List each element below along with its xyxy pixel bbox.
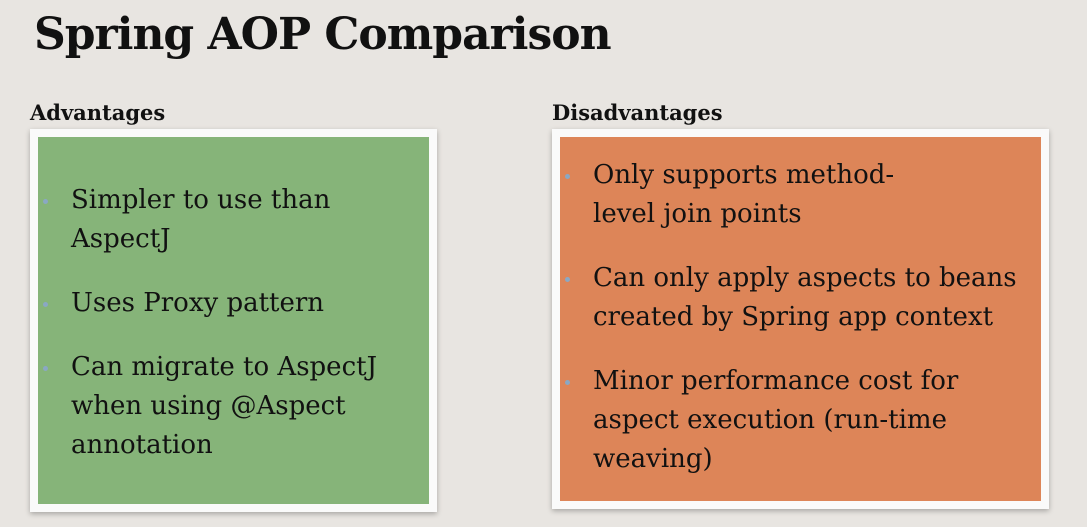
advantage-item: Uses Proxy pattern — [38, 284, 411, 323]
advantage-item: Simpler to use than AspectJ — [38, 181, 381, 259]
disadvantage-item-text: Can only apply aspects to beans created … — [593, 263, 1017, 332]
advantage-item-text: Can migrate to AspectJ when using @Aspec… — [71, 352, 377, 460]
bullet-dot-icon — [43, 366, 48, 371]
advantage-item-text: Simpler to use than AspectJ — [71, 185, 331, 254]
advantage-item: Can migrate to AspectJ when using @Aspec… — [38, 348, 411, 465]
disadvantages-heading: Disadvantages — [552, 100, 723, 125]
bullet-dot-icon — [565, 277, 570, 282]
slide-title: Spring AOP Comparison — [34, 9, 612, 60]
disadvantages-panel: Only supports method-level join points C… — [552, 129, 1049, 509]
bullet-dot-icon — [43, 199, 48, 204]
bullet-dot-icon — [565, 380, 570, 385]
disadvantage-item: Only supports method-level join points — [560, 156, 963, 234]
disadvantage-item-text: Minor performance cost for aspect execut… — [593, 366, 959, 474]
disadvantage-item-text: Only supports method-level join points — [593, 160, 895, 229]
advantages-list: Simpler to use than AspectJ Uses Proxy p… — [38, 181, 429, 490]
bullet-dot-icon — [43, 302, 48, 307]
disadvantage-item: Minor performance cost for aspect execut… — [560, 362, 978, 479]
advantage-item-text: Uses Proxy pattern — [71, 288, 325, 318]
advantages-heading: Advantages — [30, 100, 166, 125]
advantages-panel: Simpler to use than AspectJ Uses Proxy p… — [30, 129, 437, 512]
bullet-dot-icon — [565, 174, 570, 179]
disadvantages-list: Only supports method-level join points C… — [560, 156, 1041, 504]
disadvantage-item: Can only apply aspects to beans created … — [560, 259, 1043, 337]
